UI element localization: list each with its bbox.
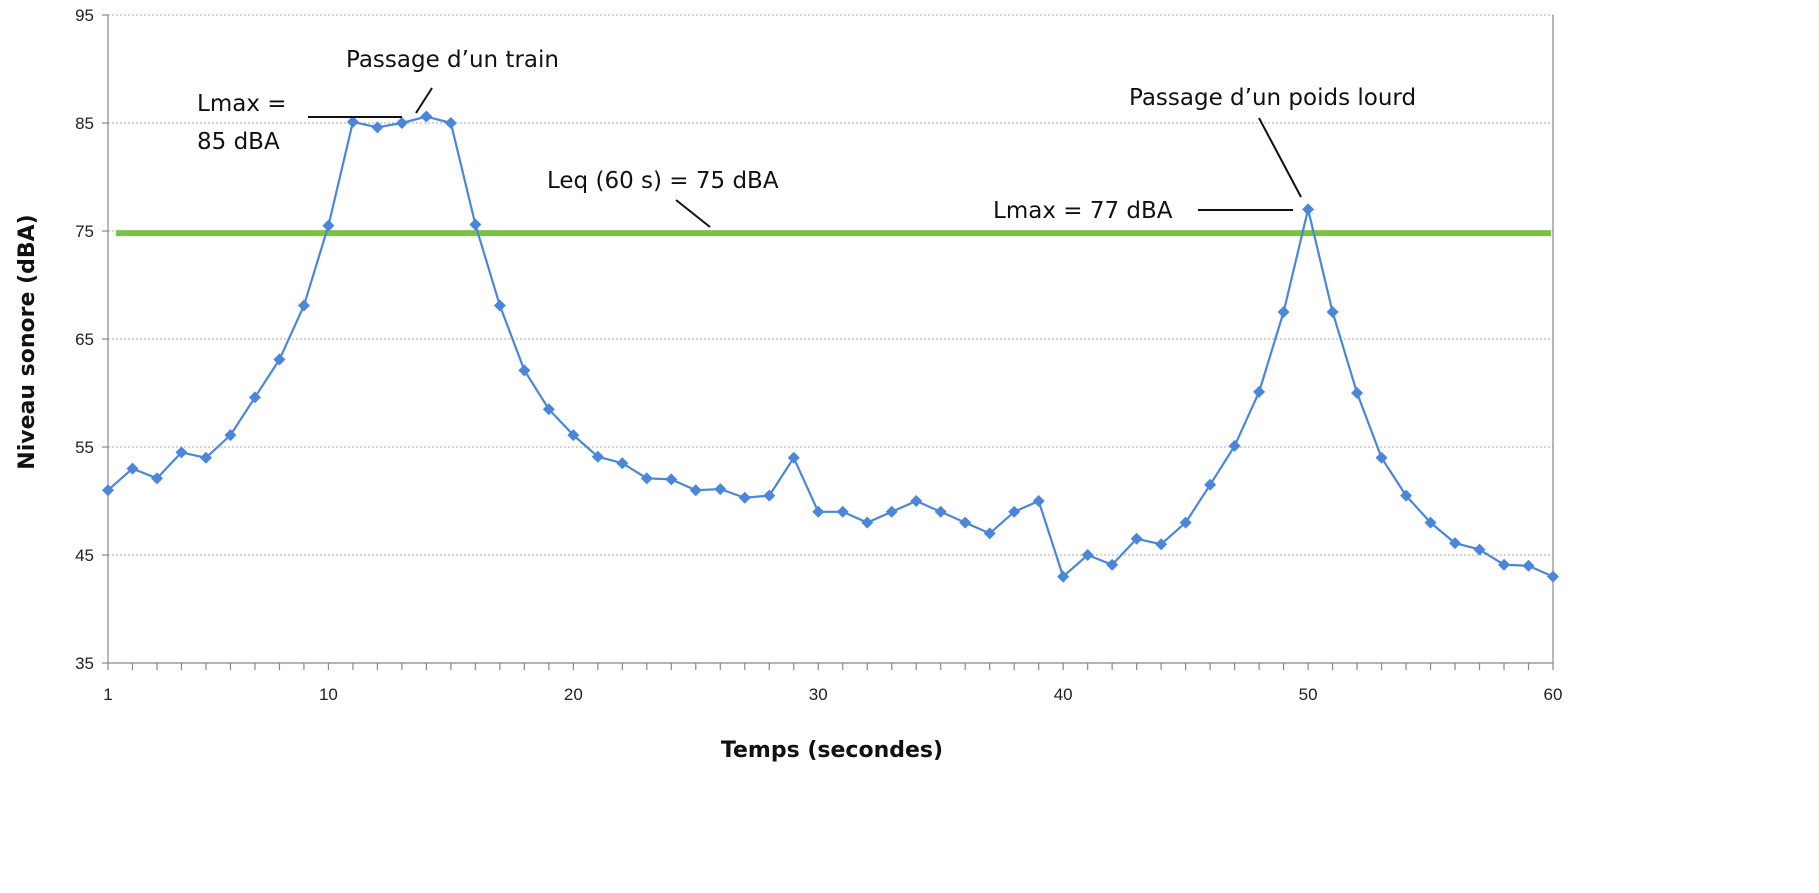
data-point-41 — [1081, 549, 1094, 561]
x-tick-label-50: 50 — [1299, 685, 1318, 704]
leader-train — [415, 87, 433, 114]
data-point-6 — [224, 429, 237, 442]
data-point-27 — [738, 491, 751, 504]
data-point-59 — [1522, 559, 1535, 572]
data-point-40 — [1057, 570, 1070, 583]
data-point-30 — [812, 505, 825, 518]
data-point-7 — [248, 391, 261, 404]
data-point-51 — [1326, 306, 1339, 318]
data-point-39 — [1032, 495, 1045, 507]
annotation-leq: Leq (60 s) = 75 dBA — [547, 168, 779, 194]
y-axis-title: Niveau sonore (dBA) — [15, 214, 40, 469]
annotation-lmax85-line2: 85 dBA — [197, 129, 280, 155]
x-tick-label-30: 30 — [809, 685, 828, 704]
annotations: Passage d’un train Lmax = 85 dBA Leq (60… — [197, 47, 1416, 224]
data-point-10 — [322, 219, 335, 232]
annotation-passage-train: Passage d’un train — [346, 47, 559, 73]
data-point-47 — [1228, 439, 1241, 452]
annotation-passage-poids-lourd: Passage d’un poids lourd — [1129, 85, 1416, 111]
data-point-22 — [616, 457, 629, 470]
data-point-33 — [885, 505, 898, 518]
data-point-28 — [763, 489, 776, 502]
data-point-56 — [1449, 537, 1462, 550]
sound-level-markers — [102, 110, 1559, 583]
data-point-15 — [444, 117, 457, 129]
y-tick-label-65: 65 — [75, 330, 94, 349]
data-point-2 — [126, 462, 139, 475]
x-tick-label-1: 1 — [103, 685, 112, 704]
data-point-19 — [542, 403, 555, 416]
data-point-23 — [640, 472, 653, 485]
data-point-1 — [102, 484, 114, 497]
data-point-32 — [861, 516, 874, 529]
data-point-42 — [1106, 558, 1119, 571]
data-point-11 — [346, 115, 359, 128]
data-point-24 — [665, 473, 678, 486]
leader-poids — [1258, 117, 1302, 198]
data-point-36 — [959, 516, 972, 529]
data-point-9 — [297, 299, 310, 312]
y-tick-label-55: 55 — [75, 438, 94, 457]
data-point-37 — [983, 527, 996, 540]
x-tick-labels: 1 10 20 30 40 50 60 — [103, 685, 1562, 704]
data-point-60 — [1547, 570, 1559, 583]
data-point-3 — [150, 472, 163, 485]
annotation-lmax85-line1: Lmax = — [197, 91, 287, 117]
data-point-18 — [518, 364, 531, 377]
x-tick-label-40: 40 — [1054, 685, 1073, 704]
data-point-8 — [273, 353, 286, 366]
data-point-14 — [420, 110, 433, 123]
data-point-25 — [689, 484, 702, 497]
series-line — [107, 115, 1554, 578]
data-point-17 — [493, 299, 506, 312]
data-point-55 — [1424, 516, 1437, 529]
data-point-49 — [1277, 306, 1290, 318]
x-tick-label-60: 60 — [1544, 685, 1563, 704]
data-point-45 — [1179, 516, 1192, 529]
leader-leq — [675, 199, 711, 228]
data-point-35 — [934, 505, 947, 518]
data-point-12 — [371, 121, 384, 134]
x-tick-label-20: 20 — [564, 685, 583, 704]
data-point-53 — [1375, 451, 1388, 464]
data-point-16 — [469, 218, 482, 231]
y-tick-label-35: 35 — [75, 654, 94, 673]
data-point-57 — [1473, 543, 1486, 556]
y-tick-label-95: 95 — [75, 6, 94, 25]
y-tick-label-45: 45 — [75, 546, 94, 565]
y-tick-label-85: 85 — [75, 114, 94, 133]
data-point-21 — [591, 450, 604, 463]
data-point-31 — [836, 505, 849, 518]
data-point-54 — [1400, 489, 1413, 502]
data-point-4 — [175, 446, 188, 459]
data-point-13 — [395, 117, 408, 129]
data-point-48 — [1253, 385, 1266, 398]
data-point-29 — [787, 451, 800, 464]
x-tick-label-10: 10 — [319, 685, 338, 704]
data-point-44 — [1155, 538, 1168, 551]
annotation-lmax77: Lmax = 77 dBA — [993, 198, 1173, 224]
data-point-58 — [1498, 558, 1511, 571]
y-tick-label-75: 75 — [75, 222, 94, 241]
data-point-5 — [199, 451, 212, 464]
sound-level-series — [107, 115, 1554, 578]
data-point-26 — [714, 483, 727, 496]
data-point-50 — [1302, 203, 1315, 216]
annotation-leader-lines — [308, 87, 1302, 228]
data-point-38 — [1008, 505, 1021, 518]
data-point-46 — [1204, 478, 1217, 491]
y-tick-labels: 35 45 55 65 75 85 95 — [75, 6, 94, 673]
x-axis-title: Temps (secondes) — [721, 738, 943, 763]
data-point-20 — [567, 429, 580, 442]
axes — [102, 14, 1554, 670]
data-point-43 — [1130, 532, 1143, 545]
data-point-52 — [1351, 387, 1364, 399]
data-point-34 — [910, 495, 923, 507]
